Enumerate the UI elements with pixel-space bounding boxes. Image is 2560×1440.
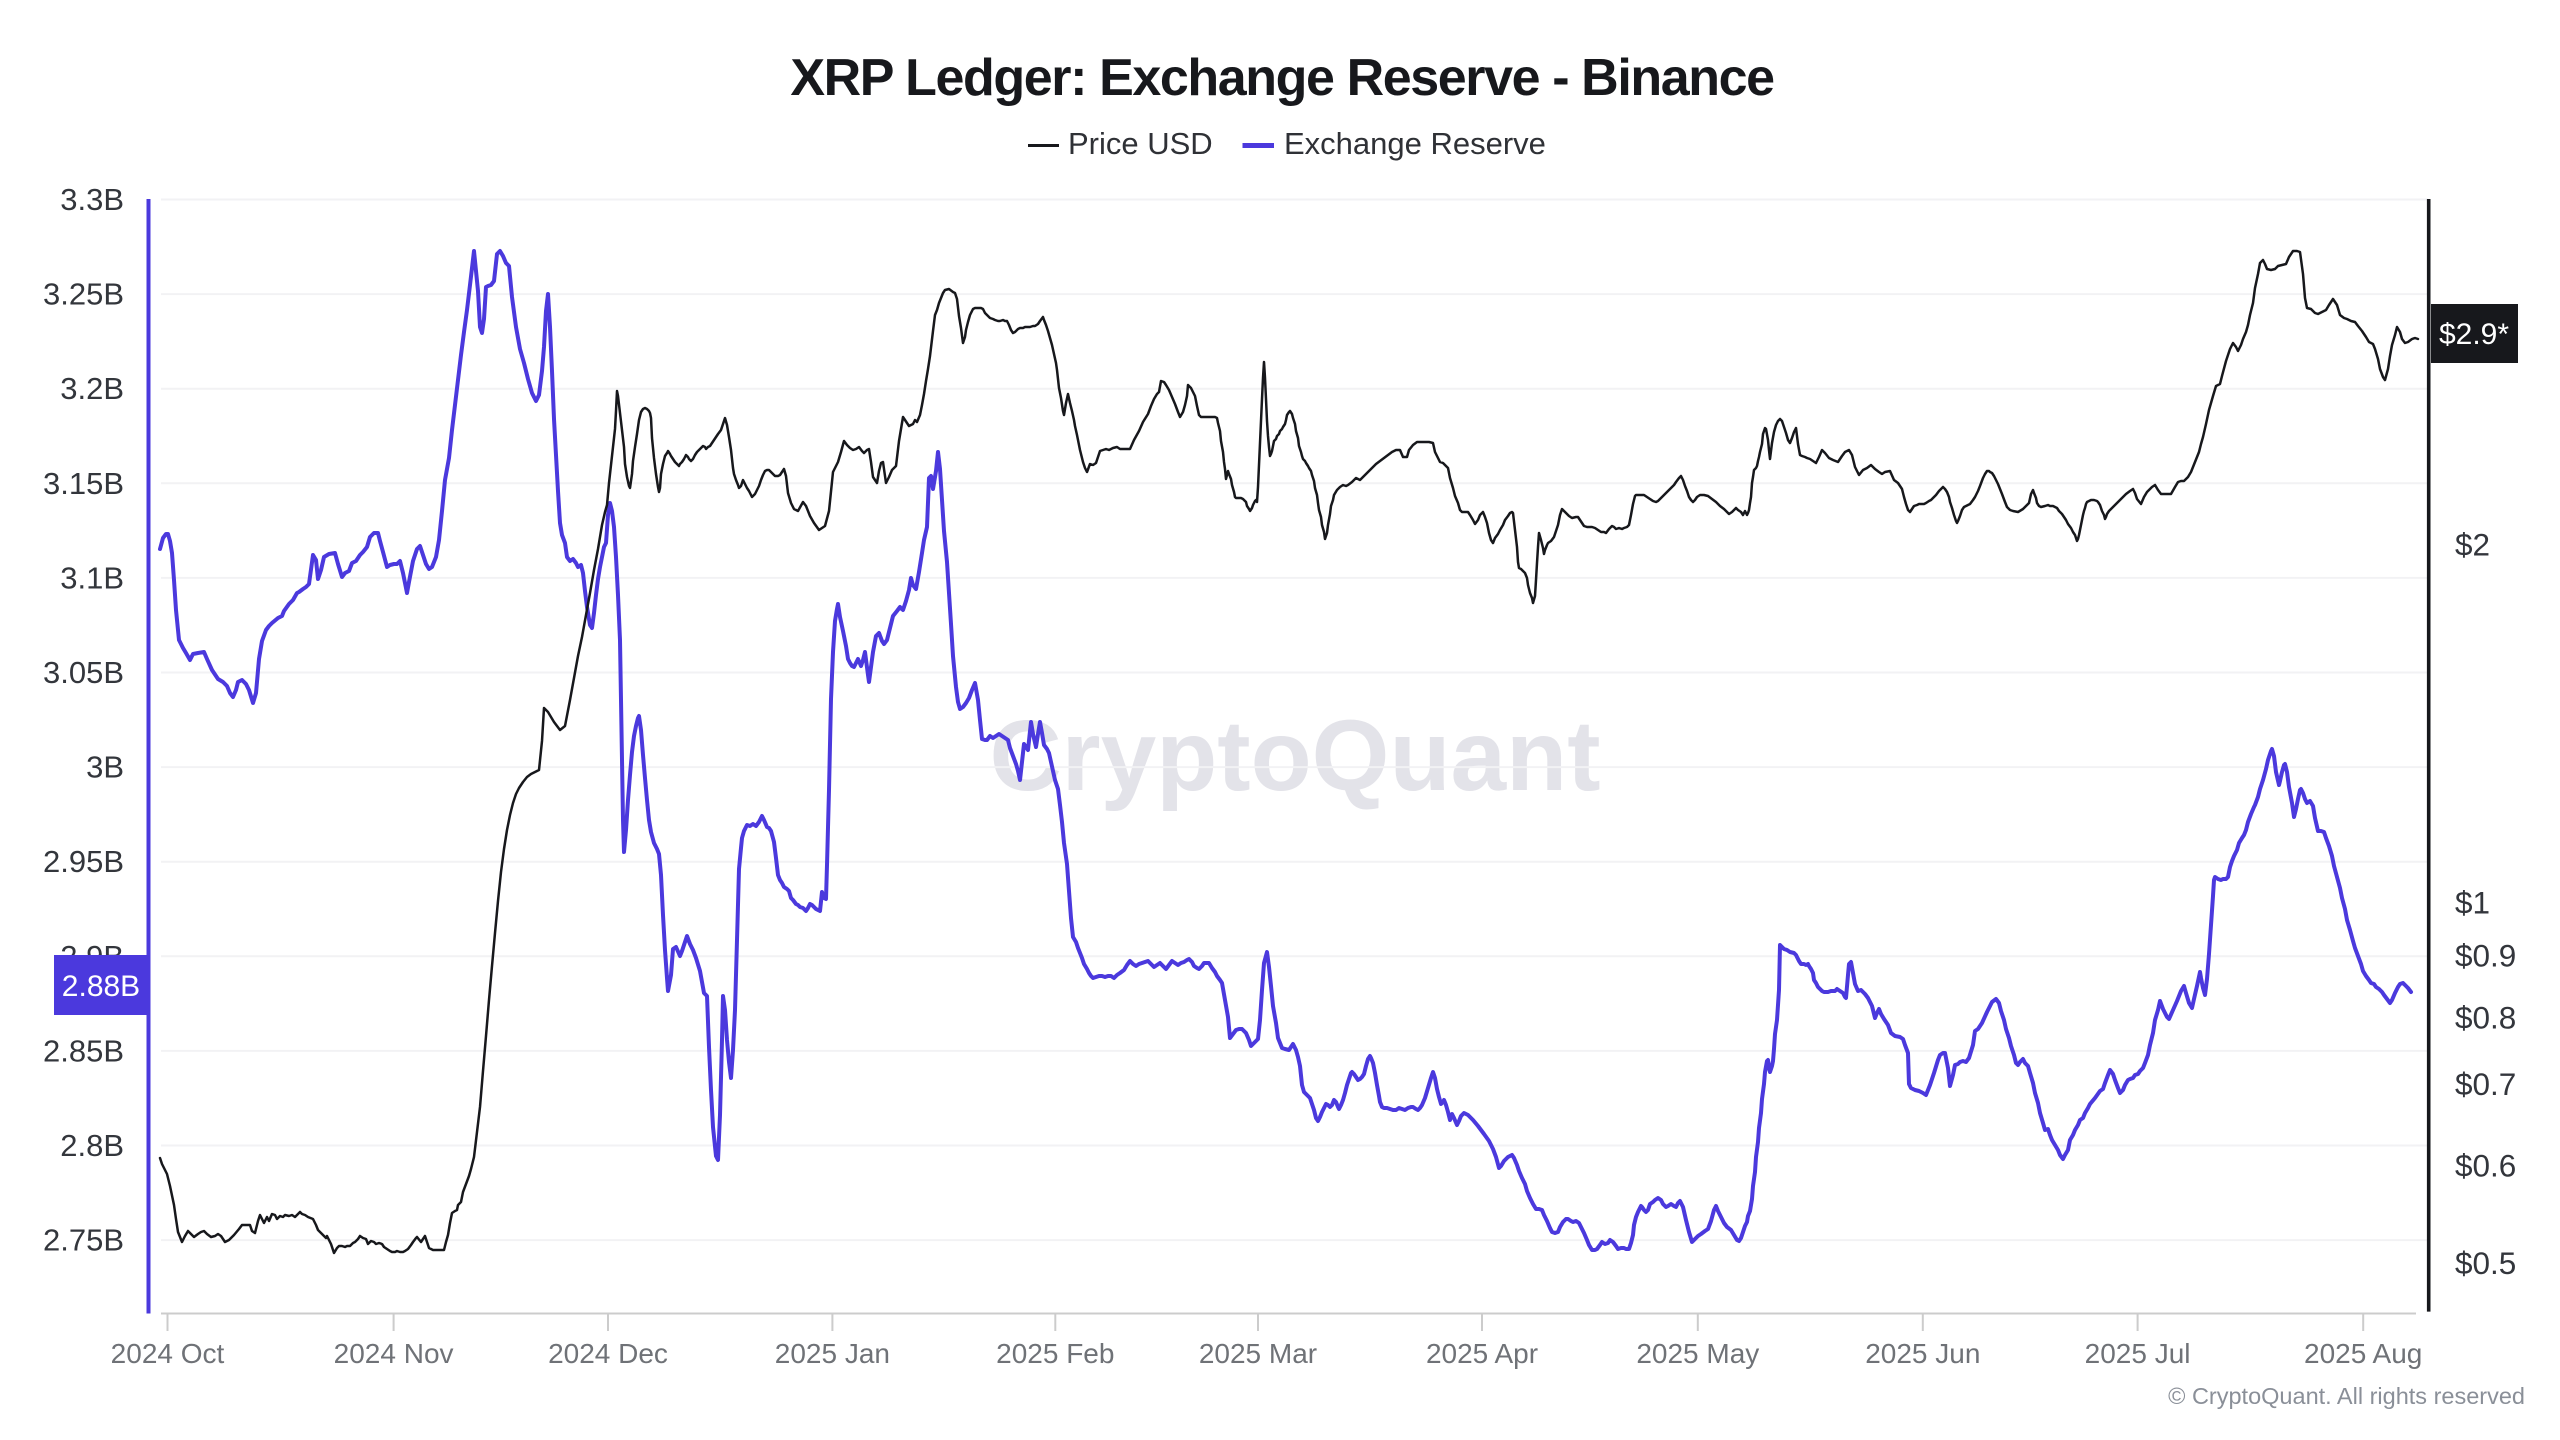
svg-text:$0.8: $0.8 [2455,999,2516,1035]
svg-text:2024 Dec: 2024 Dec [548,1338,668,1369]
svg-text:$0.6: $0.6 [2455,1147,2516,1183]
svg-text:2.8B: 2.8B [60,1128,124,1163]
svg-text:2025 Jul: 2025 Jul [2085,1338,2191,1369]
svg-text:3.15B: 3.15B [43,466,124,501]
svg-text:$0.7: $0.7 [2455,1066,2516,1102]
svg-text:2025 Feb: 2025 Feb [996,1338,1114,1369]
svg-text:3.2B: 3.2B [60,371,124,406]
svg-text:$1: $1 [2455,884,2490,920]
svg-text:2025 Apr: 2025 Apr [1426,1338,1538,1369]
svg-text:3.25B: 3.25B [43,277,124,312]
svg-text:Price USD: Price USD [1068,126,1213,161]
svg-text:3.3B: 3.3B [60,182,124,217]
svg-text:CryptoQuant: CryptoQuant [989,700,1600,812]
svg-text:2.85B: 2.85B [43,1033,124,1068]
svg-text:2.88B: 2.88B [62,970,140,1003]
svg-text:3.1B: 3.1B [60,560,124,595]
svg-text:Exchange Reserve: Exchange Reserve [1284,126,1546,161]
svg-text:$2.9*: $2.9* [2439,318,2509,351]
svg-text:2024 Oct: 2024 Oct [111,1338,225,1369]
svg-text:2.95B: 2.95B [43,844,124,879]
svg-text:$2: $2 [2455,527,2490,563]
svg-text:$0.5: $0.5 [2455,1245,2516,1281]
svg-text:2025 Mar: 2025 Mar [1199,1338,1317,1369]
svg-text:© CryptoQuant. All rights rese: © CryptoQuant. All rights reserved [2168,1383,2525,1409]
svg-text:2.75B: 2.75B [43,1223,124,1258]
svg-text:2025 Aug: 2025 Aug [2304,1338,2422,1369]
svg-text:XRP Ledger: Exchange Reserve -: XRP Ledger: Exchange Reserve - Binance [790,49,1774,107]
svg-text:3.05B: 3.05B [43,655,124,690]
svg-text:2025 May: 2025 May [1636,1338,1759,1369]
svg-text:$0.9: $0.9 [2455,938,2516,974]
svg-text:3B: 3B [86,750,124,785]
svg-text:2025 Jan: 2025 Jan [775,1338,890,1369]
svg-text:2025 Jun: 2025 Jun [1865,1338,1980,1369]
svg-text:2024 Nov: 2024 Nov [334,1338,454,1369]
